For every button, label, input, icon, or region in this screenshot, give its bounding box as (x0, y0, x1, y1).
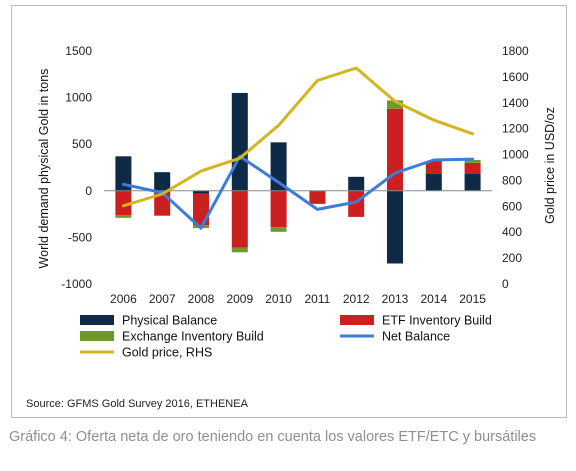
y-tick-label: 1500 (65, 44, 92, 58)
bar-physical-balance-2006 (115, 156, 132, 191)
bar-physical-balance-2009 (231, 92, 248, 191)
bar-exchange-inventory-build-2013 (387, 100, 403, 109)
bar-exchange-inventory-build-2010 (270, 227, 287, 232)
bar-physical-balance-2007 (154, 172, 171, 191)
y-tick-label: -500 (68, 230, 92, 244)
x-tick-label: 2009 (226, 292, 253, 306)
bar-etf-inventory-build-2011 (309, 191, 326, 204)
chart-source: Source: GFMS Gold Survey 2016, ETHENEA (26, 398, 248, 410)
bar-etf-inventory-build-2006 (115, 190, 132, 216)
bar-etf-inventory-build-2009 (231, 190, 248, 248)
bar-etf-inventory-build-2010 (270, 190, 287, 228)
bar-exchange-inventory-build-2009 (231, 247, 248, 253)
y2-tick-label: 1600 (502, 70, 529, 84)
x-tick-label: 2014 (420, 292, 447, 306)
x-tick-label: 2011 (304, 292, 330, 306)
bar-exchange-inventory-build-2006 (115, 215, 132, 218)
y-axis-title: World demand physical Gold in tons (37, 69, 51, 269)
x-tick-label: 2007 (149, 292, 176, 306)
x-tick-label: 2013 (382, 292, 409, 306)
legend-swatch-exchange-inventory-build (80, 331, 114, 341)
y2-tick-label: 1400 (502, 96, 529, 110)
bar-etf-inventory-build-2015 (464, 162, 481, 175)
x-tick-label: 2006 (110, 292, 137, 306)
legend-swatch-etf-inventory-build (340, 315, 374, 325)
x-tick-label: 2008 (188, 292, 215, 306)
line-gold-price-rhs (121, 66, 475, 208)
bar-physical-balance-2008 (193, 190, 209, 194)
y2-tick-label: 600 (502, 199, 522, 213)
y-tick-label: -1000 (61, 277, 92, 291)
x-tick-label: 2012 (343, 292, 370, 306)
x-tick-label: 2015 (459, 292, 486, 306)
y-tick-label: 1000 (65, 91, 92, 105)
legend-label-net-balance: Net Balance (382, 330, 450, 344)
y2-tick-label: 800 (502, 173, 522, 187)
y2-tick-label: 1000 (502, 148, 529, 162)
bar-etf-inventory-build-2008 (193, 193, 209, 226)
y2-tick-label: 200 (502, 251, 522, 265)
bar-etf-inventory-build-2014 (425, 160, 442, 175)
bar-physical-balance-2013 (387, 190, 403, 264)
legend-label-gold-price-rhs: Gold price, RHS (122, 346, 212, 360)
bar-exchange-inventory-build-2015 (464, 160, 481, 163)
y2-axis-title: Gold price in USD/oz (543, 107, 557, 224)
bar-physical-balance-2015 (464, 174, 481, 191)
y-tick-label: 0 (85, 184, 92, 198)
x-tick-label: 2010 (265, 292, 292, 306)
legend-label-etf-inventory-build: ETF Inventory Build (382, 314, 492, 328)
line-net-balance (121, 154, 475, 230)
legend-label-physical-balance: Physical Balance (122, 314, 217, 328)
legend-swatch-physical-balance (80, 315, 114, 325)
y2-tick-label: 1200 (502, 122, 529, 136)
chart-frame (11, 5, 567, 418)
y-tick-label: 500 (72, 137, 92, 151)
y2-tick-label: 400 (502, 225, 522, 239)
bar-exchange-inventory-build-2007 (154, 215, 171, 216)
y2-tick-label: 0 (502, 277, 509, 291)
legend-label-exchange-inventory-build: Exchange Inventory Build (122, 330, 264, 344)
bar-physical-balance-2014 (425, 174, 442, 191)
figure-caption: Gráfico 4: Oferta neta de oro teniendo e… (9, 429, 537, 445)
y2-tick-label: 1800 (502, 44, 529, 58)
bar-physical-balance-2012 (348, 176, 365, 191)
